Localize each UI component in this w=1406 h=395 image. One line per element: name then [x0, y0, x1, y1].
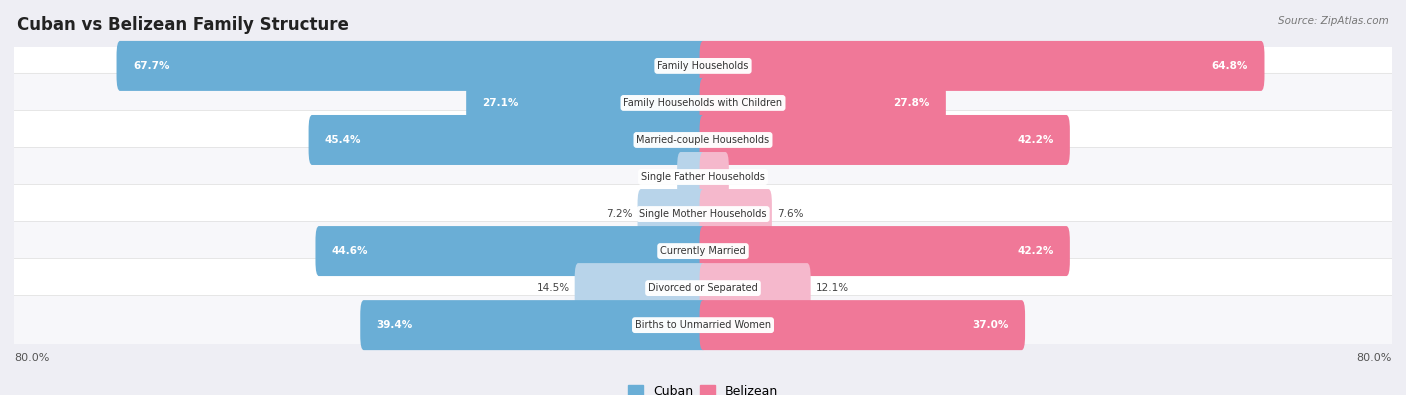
FancyBboxPatch shape: [700, 226, 1070, 276]
Text: 45.4%: 45.4%: [325, 135, 361, 145]
FancyBboxPatch shape: [11, 110, 1395, 169]
FancyBboxPatch shape: [700, 115, 1070, 165]
Text: 67.7%: 67.7%: [134, 61, 169, 71]
Text: 39.4%: 39.4%: [377, 320, 413, 330]
Text: Cuban vs Belizean Family Structure: Cuban vs Belizean Family Structure: [17, 16, 349, 34]
FancyBboxPatch shape: [11, 147, 1395, 207]
Legend: Cuban, Belizean: Cuban, Belizean: [623, 380, 783, 395]
Text: 64.8%: 64.8%: [1212, 61, 1249, 71]
FancyBboxPatch shape: [360, 300, 706, 350]
Text: 2.6%: 2.6%: [645, 172, 672, 182]
Text: 37.0%: 37.0%: [973, 320, 1008, 330]
FancyBboxPatch shape: [700, 78, 946, 128]
Text: 27.8%: 27.8%: [893, 98, 929, 108]
FancyBboxPatch shape: [700, 189, 772, 239]
FancyBboxPatch shape: [11, 184, 1395, 244]
FancyBboxPatch shape: [11, 222, 1395, 281]
Text: Currently Married: Currently Married: [661, 246, 745, 256]
FancyBboxPatch shape: [315, 226, 706, 276]
FancyBboxPatch shape: [308, 115, 706, 165]
Text: Divorced or Separated: Divorced or Separated: [648, 283, 758, 293]
Text: Married-couple Households: Married-couple Households: [637, 135, 769, 145]
Text: Family Households: Family Households: [658, 61, 748, 71]
FancyBboxPatch shape: [11, 295, 1395, 355]
Text: 42.2%: 42.2%: [1017, 246, 1053, 256]
FancyBboxPatch shape: [467, 78, 706, 128]
Text: 7.6%: 7.6%: [778, 209, 804, 219]
Text: 80.0%: 80.0%: [14, 353, 49, 363]
FancyBboxPatch shape: [700, 41, 1264, 91]
Text: Family Households with Children: Family Households with Children: [623, 98, 783, 108]
FancyBboxPatch shape: [700, 152, 728, 202]
Text: 44.6%: 44.6%: [332, 246, 368, 256]
Text: Single Father Households: Single Father Households: [641, 172, 765, 182]
Text: 42.2%: 42.2%: [1017, 135, 1053, 145]
FancyBboxPatch shape: [637, 189, 706, 239]
FancyBboxPatch shape: [117, 41, 706, 91]
Text: Source: ZipAtlas.com: Source: ZipAtlas.com: [1278, 16, 1389, 26]
FancyBboxPatch shape: [11, 36, 1395, 96]
Text: 27.1%: 27.1%: [482, 98, 519, 108]
Text: Single Mother Households: Single Mother Households: [640, 209, 766, 219]
FancyBboxPatch shape: [11, 258, 1395, 318]
FancyBboxPatch shape: [11, 73, 1395, 133]
FancyBboxPatch shape: [700, 300, 1025, 350]
FancyBboxPatch shape: [678, 152, 706, 202]
Text: 2.6%: 2.6%: [734, 172, 761, 182]
Text: 7.2%: 7.2%: [606, 209, 633, 219]
FancyBboxPatch shape: [575, 263, 706, 313]
Text: 12.1%: 12.1%: [815, 283, 849, 293]
FancyBboxPatch shape: [700, 263, 811, 313]
Text: Births to Unmarried Women: Births to Unmarried Women: [636, 320, 770, 330]
Text: 80.0%: 80.0%: [1357, 353, 1392, 363]
Text: 14.5%: 14.5%: [537, 283, 569, 293]
